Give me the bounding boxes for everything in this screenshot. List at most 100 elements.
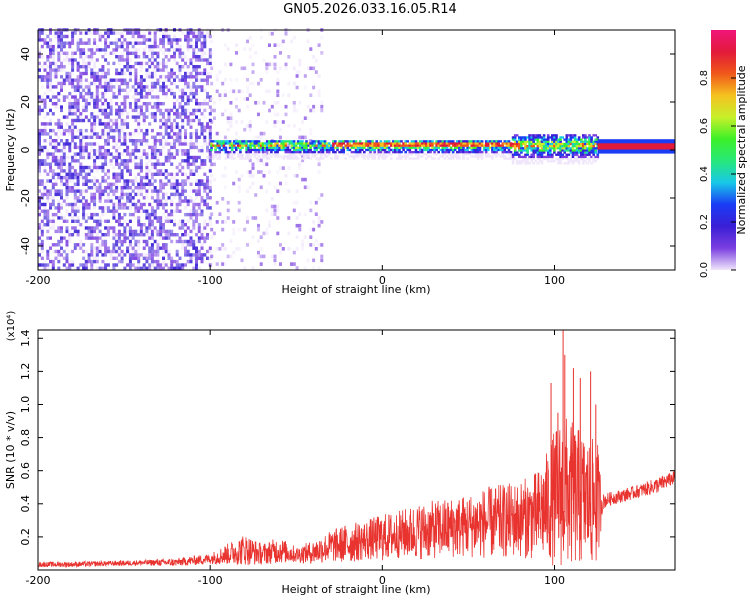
spectrogram-cell (54, 229, 58, 234)
spectrogram-cell (60, 81, 63, 86)
spectrogram-cell (145, 139, 149, 143)
spectrogram-cell (40, 95, 44, 99)
spectrogram-cell (82, 48, 86, 52)
spectrogram-cell (265, 227, 269, 232)
spectrogram-cell (208, 219, 212, 223)
spectrogram-cell (480, 151, 484, 154)
spectrogram-cell (87, 38, 91, 42)
spectrogram-cell (311, 153, 314, 156)
spectrogram-cell (156, 249, 160, 254)
spectrogram-cell (571, 140, 575, 143)
spectrogram-cell (93, 75, 97, 79)
spectrogram-cell (79, 149, 83, 153)
spectrogram-cell (51, 182, 55, 186)
spectrogram-cell (208, 256, 212, 260)
spectrogram-cell (400, 151, 403, 154)
spectrogram-cell (62, 256, 66, 260)
spectrogram-cell (38, 202, 41, 207)
spectrogram-cell (203, 58, 207, 62)
spectrogram-cell (38, 209, 41, 213)
spectrogram-cell (109, 81, 113, 86)
spectrogram-cell (292, 200, 296, 205)
spectrogram-cell (309, 235, 313, 239)
spectrogram-cell (381, 144, 385, 147)
spectrogram-cell (311, 144, 314, 147)
spectrogram-cell (120, 108, 124, 113)
spectrogram-cell (178, 192, 182, 197)
spectrogram-cell (295, 235, 299, 239)
spectrogram-cell (186, 243, 190, 247)
spectrogram-cell (173, 81, 176, 86)
spectrogram-cell (507, 140, 511, 143)
spectrogram-cell (95, 135, 99, 139)
spectrogram-cell (71, 41, 75, 45)
spectrogram-cell (222, 148, 226, 152)
spectrogram-cell (40, 233, 44, 237)
spectrogram-cell (178, 88, 182, 92)
spectrogram-cell (565, 142, 569, 146)
spectrogram-cell (65, 71, 69, 76)
spectrogram-cell (134, 31, 138, 35)
spectrogram-cell (109, 125, 113, 129)
spectrogram-cell (178, 105, 182, 109)
spectrogram-cell (590, 145, 593, 148)
spectrogram-cell (276, 155, 279, 158)
spectrogram-cell (526, 147, 529, 150)
spectrogram-cell (137, 48, 141, 52)
spectrogram-cell (181, 159, 185, 163)
spectrogram-cell (139, 233, 143, 237)
spectrogram-cell (418, 144, 422, 147)
spectrogram-cell (184, 71, 187, 76)
spectrogram-cell (301, 239, 305, 243)
spectrogram-cell (104, 233, 108, 237)
spectrogram-cell (536, 134, 540, 137)
spectrogram-cell (175, 259, 179, 264)
spectrogram-cell (123, 229, 127, 234)
spectrogram-cell (295, 70, 299, 74)
spectrogram-cell (206, 31, 209, 35)
spectrogram-cell (206, 58, 209, 62)
spectrogram-cell (82, 182, 86, 186)
spectrogram-cell (57, 58, 61, 62)
spectrogram-cell (156, 155, 160, 160)
spectrogram-cell (573, 153, 577, 156)
spectrogram-cell (588, 138, 591, 141)
spectrogram-cell (259, 144, 263, 147)
spectrogram-cell (208, 34, 212, 39)
spectrogram-cell (104, 179, 108, 183)
spectrogram-cell (139, 223, 143, 227)
spectrogram-cell (259, 235, 263, 239)
spectrogram-cell (128, 85, 132, 89)
spectrogram-cell (128, 169, 132, 173)
spectrogram-cell (79, 128, 83, 133)
spectrogram-cell (148, 179, 152, 183)
spectrogram-cell (484, 151, 488, 154)
spectrogram-cell (332, 151, 335, 154)
x-tick-label: 100 (544, 574, 565, 587)
spectrogram-cell (458, 144, 461, 147)
spectrogram-cell (49, 55, 52, 59)
spectrogram-cell (131, 182, 135, 186)
spectrogram-cell (173, 142, 176, 146)
spectrogram-cell (101, 209, 105, 213)
spectrogram-cell (480, 142, 484, 145)
spectrogram-cell (423, 142, 426, 145)
spectrogram-cell (95, 88, 99, 92)
spectrogram-cell (257, 146, 261, 149)
spectrogram-cell (377, 153, 381, 156)
spectrogram-cell (200, 48, 204, 52)
spectrogram-cell (184, 246, 187, 250)
spectrogram-cell (51, 112, 55, 116)
spectrogram-cell (292, 151, 296, 154)
spectrogram-cell (126, 91, 130, 96)
spectrogram-cell (567, 153, 571, 156)
spectrogram-cell (358, 144, 362, 147)
spectrogram-cell (265, 146, 269, 149)
spectrogram-cell (594, 140, 597, 143)
spectrogram-cell (280, 140, 283, 143)
spectrogram-cell (224, 153, 228, 156)
spectrogram-cell (148, 75, 152, 79)
spectrogram-cell (79, 155, 83, 160)
spectrogram-cell (173, 55, 176, 59)
spectrogram-cell (40, 78, 44, 82)
